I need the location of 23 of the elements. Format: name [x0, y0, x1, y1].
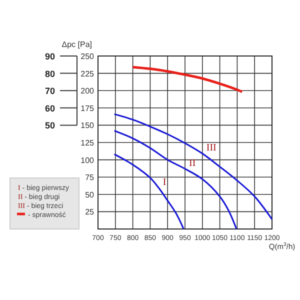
y2-tick-label: 90	[44, 52, 55, 62]
y2-tick-label: 80	[44, 68, 55, 79]
y2-tick-label: 50	[44, 120, 55, 131]
y-tick-label: 225	[80, 69, 95, 78]
y-tick-label: 50	[85, 190, 95, 200]
y-tick-label: 200	[80, 86, 95, 96]
y-tick-label: 100	[80, 156, 95, 165]
y-tick-label: 25	[85, 208, 95, 217]
line-series	[114, 113, 273, 220]
y-tick-label: 175	[80, 104, 95, 113]
y-axis-title: Δpc [Pa]	[62, 40, 92, 49]
y2-tick-label: 60	[44, 103, 55, 114]
series-label: I	[162, 177, 166, 188]
y-tick-label: 125	[80, 138, 95, 148]
series-label: III	[206, 142, 216, 154]
y-tick-label: 75	[85, 173, 95, 182]
y-tick-label: 250	[80, 52, 95, 61]
y2-tick-label: 70	[44, 86, 55, 96]
y-tick-label: 150	[80, 121, 95, 130]
line-series	[114, 130, 238, 230]
line-series	[114, 153, 184, 230]
line-series	[132, 66, 244, 94]
series-label: II	[189, 158, 196, 169]
